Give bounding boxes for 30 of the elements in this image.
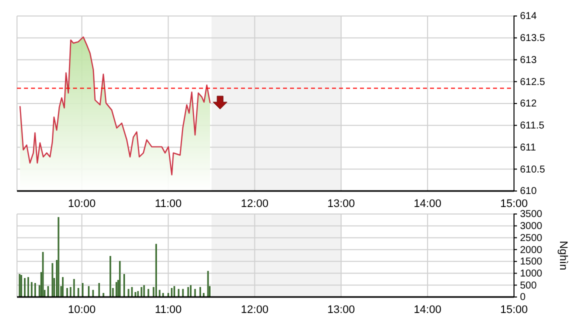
y-tick-label: 611 — [520, 142, 536, 154]
y-tick-label: 614 — [520, 11, 538, 22]
x-tick-label: 11:00 — [154, 198, 182, 210]
y-axis-title: Nghìn — [557, 240, 569, 270]
x-tick-label: 14:00 — [414, 304, 442, 316]
x-tick-label: 14:00 — [414, 198, 442, 210]
y-tick-label: 611.5 — [520, 120, 545, 132]
y-tick-label: 1000 — [520, 268, 543, 280]
y-tick-label: 610.5 — [520, 164, 546, 176]
y-tick-label: 500 — [520, 280, 538, 292]
y-tick-label: 612.5 — [520, 76, 546, 88]
x-tick-label: 13:00 — [327, 198, 355, 210]
x-tick-label: 11:00 — [154, 304, 182, 316]
y-tick-label: 2000 — [520, 244, 543, 256]
y-tick-label: 3000 — [520, 221, 543, 232]
y-tick-label: 2500 — [520, 232, 543, 244]
y-tick-label: 613 — [520, 54, 538, 66]
y-tick-label: 612 — [520, 98, 538, 110]
x-tick-label: 15:00 — [500, 304, 528, 316]
x-tick-label: 15:00 — [500, 198, 528, 210]
y-tick-label: 1500 — [520, 256, 543, 268]
x-tick-label: 13:00 — [327, 304, 355, 316]
y-tick-label: 613.5 — [520, 33, 546, 44]
x-tick-label: 12:00 — [240, 304, 268, 316]
x-tick-label: 10:00 — [68, 198, 96, 210]
y-tick-label: 610 — [520, 186, 538, 198]
x-tick-label: 12:00 — [240, 198, 268, 210]
y-tick-label: 0 — [520, 292, 526, 304]
x-tick-label: 10:00 — [68, 304, 96, 316]
y-tick-label: 3500 — [520, 209, 543, 220]
